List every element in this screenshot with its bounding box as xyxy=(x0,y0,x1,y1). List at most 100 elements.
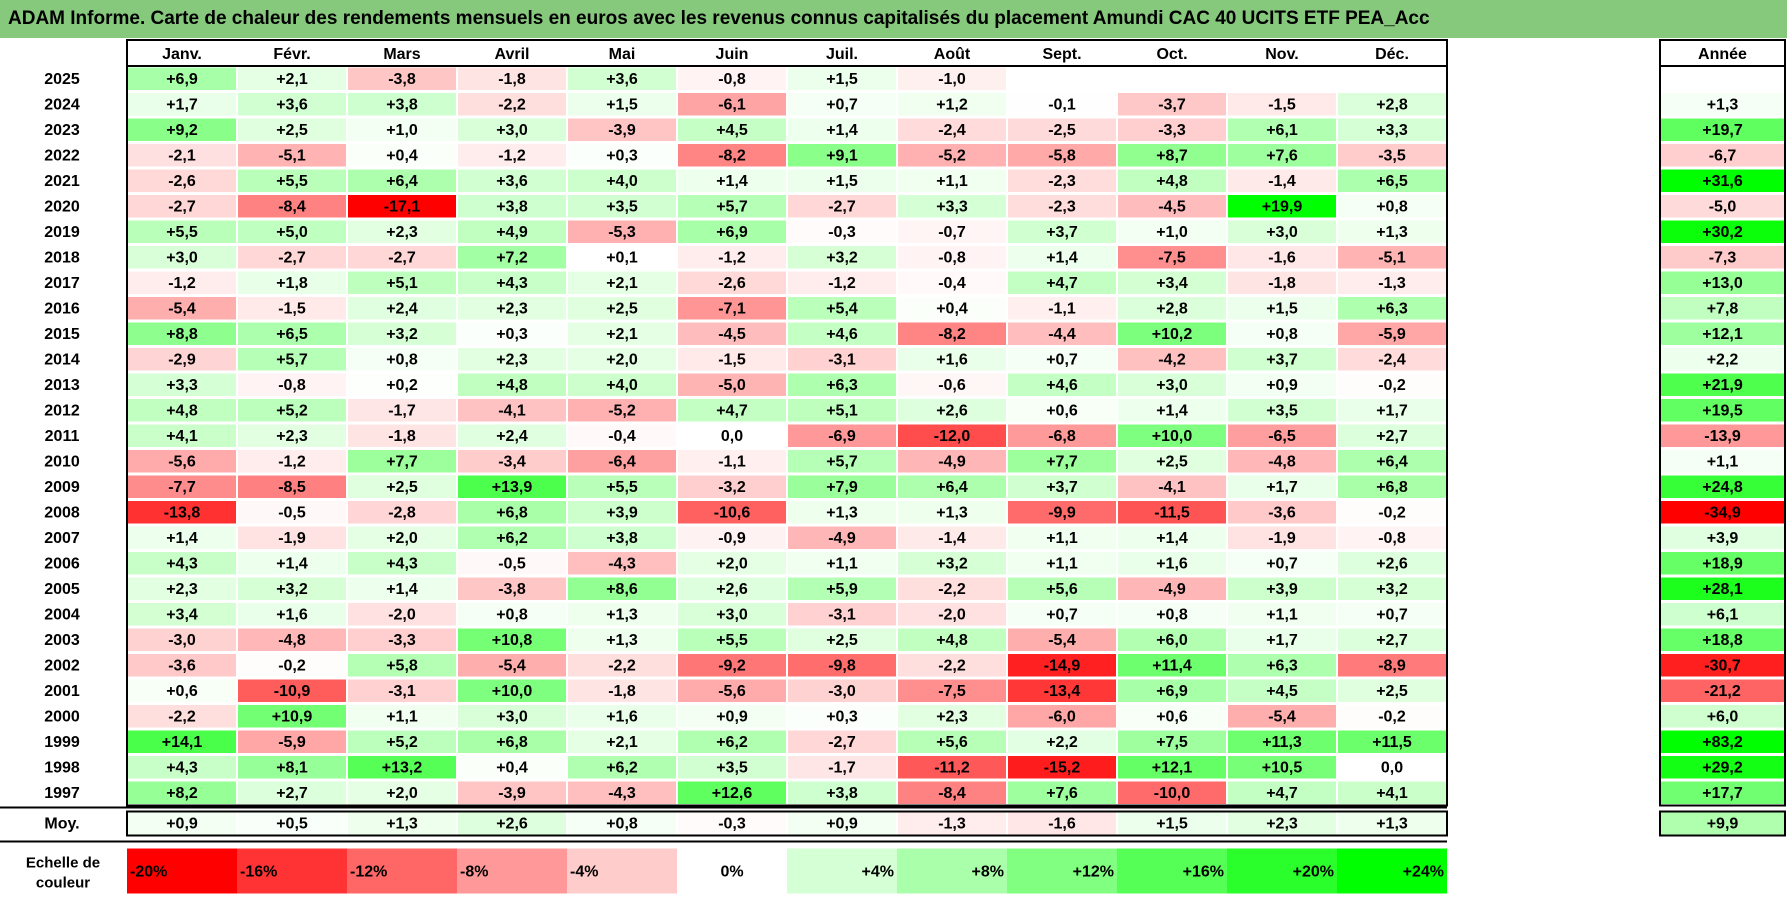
scale-label-line2: couleur xyxy=(36,875,90,892)
heatmap-cell xyxy=(1228,297,1336,320)
heatmap-cell xyxy=(1338,195,1446,218)
cell-value: -7,5 xyxy=(938,683,966,700)
heatmap-cell xyxy=(1338,730,1446,753)
cell-value: +1,4 xyxy=(166,530,198,547)
heatmap-cell xyxy=(1118,424,1226,447)
heatmap-cell xyxy=(568,322,676,345)
heatmap-cell xyxy=(1118,67,1226,90)
cell-value: +3,4 xyxy=(166,607,198,624)
cell-value: -1,8 xyxy=(498,71,526,88)
heatmap-cell xyxy=(1008,577,1116,600)
cell-value: -2,7 xyxy=(388,250,416,267)
heatmap-cell xyxy=(1228,603,1336,626)
cell-value: +1,1 xyxy=(936,173,968,190)
year-label: 2024 xyxy=(44,97,80,114)
cell-value: +3,2 xyxy=(386,326,418,343)
heatmap-cell xyxy=(128,781,236,804)
heatmap-cell xyxy=(348,730,456,753)
cell-value: +3,3 xyxy=(166,377,198,394)
annual-cell xyxy=(1661,705,1784,728)
annual-cell xyxy=(1661,118,1784,141)
heatmap-cell xyxy=(128,450,236,473)
heatmap-cell xyxy=(1338,450,1446,473)
cell-value: -3,3 xyxy=(1158,122,1186,139)
scale-swatch xyxy=(897,848,1007,894)
cell-value: +3,7 xyxy=(1046,224,1078,241)
cell-value: +0,6 xyxy=(1156,709,1188,726)
heatmap-cell xyxy=(898,603,1006,626)
cell-value: +2,3 xyxy=(166,581,198,598)
cell-value: +3,0 xyxy=(1266,224,1298,241)
cell-value: +5,9 xyxy=(826,581,858,598)
cell-value: +2,4 xyxy=(386,301,418,318)
grid-frame xyxy=(126,65,1448,807)
heatmap-cell xyxy=(678,348,786,371)
scale-label: +8% xyxy=(972,864,1004,881)
year-label: 2000 xyxy=(44,709,80,726)
average-frame xyxy=(126,810,1448,837)
heatmap-cell xyxy=(898,424,1006,447)
cell-value: -1,8 xyxy=(388,428,416,445)
cell-value: +5,5 xyxy=(606,479,638,496)
heatmap-cell xyxy=(458,756,566,779)
heatmap-cell xyxy=(238,93,346,116)
cell-value: +2,5 xyxy=(606,301,638,318)
heatmap-cell xyxy=(458,552,566,575)
heatmap-cell xyxy=(1228,679,1336,702)
heatmap-cell xyxy=(1228,169,1336,192)
heatmap-cell xyxy=(128,118,236,141)
heatmap-cell xyxy=(898,577,1006,600)
heatmap-cell xyxy=(348,144,456,167)
cell-value: -5,8 xyxy=(1048,148,1076,165)
heatmap-cell xyxy=(788,552,896,575)
heatmap-cell xyxy=(1228,93,1336,116)
year-header: Année xyxy=(1698,46,1747,63)
heatmap-cell xyxy=(348,526,456,549)
heatmap-cell xyxy=(238,450,346,473)
heatmap-cell xyxy=(1228,552,1336,575)
cell-value: +3,0 xyxy=(496,122,528,139)
cell-value: -0,8 xyxy=(718,71,746,88)
annual-value: -34,9 xyxy=(1704,505,1741,522)
heatmap-cell xyxy=(568,628,676,651)
cell-value: -3,5 xyxy=(1378,148,1406,165)
cell-value: +1,1 xyxy=(1046,556,1078,573)
cell-value: +1,0 xyxy=(1156,224,1188,241)
cell-value: -6,0 xyxy=(1048,709,1076,726)
cell-value: +6,8 xyxy=(1376,479,1408,496)
cell-value: -0,2 xyxy=(1378,377,1406,394)
heatmap-cell xyxy=(1228,450,1336,473)
cell-value: -8,5 xyxy=(278,479,306,496)
cell-value: +5,7 xyxy=(826,454,858,471)
average-value: +0,9 xyxy=(826,816,858,833)
heatmap-cell xyxy=(678,220,786,243)
cell-value: +8,7 xyxy=(1156,148,1188,165)
heatmap-cell xyxy=(1118,373,1226,396)
heatmap-cell xyxy=(1008,475,1116,498)
cell-value: -1,2 xyxy=(718,250,746,267)
heatmap-cell xyxy=(1008,730,1116,753)
heatmap-cell xyxy=(128,144,236,167)
heatmap-cell xyxy=(238,144,346,167)
year-label: 2014 xyxy=(44,352,80,369)
heatmap-cell xyxy=(238,322,346,345)
cell-value: -12,0 xyxy=(934,428,971,445)
annual-value: -5,0 xyxy=(1709,199,1737,216)
heatmap-cell xyxy=(458,373,566,396)
heatmap-cell xyxy=(898,220,1006,243)
year-label: 2003 xyxy=(44,632,80,649)
cell-value: +11,5 xyxy=(1372,734,1412,751)
cell-value: +2,8 xyxy=(1376,97,1408,114)
cell-value: -5,4 xyxy=(1048,632,1076,649)
heatmap-cell xyxy=(1338,399,1446,422)
heatmap-cell xyxy=(238,501,346,524)
annual-cell xyxy=(1661,679,1784,702)
heatmap-cell xyxy=(568,552,676,575)
heatmap-cell xyxy=(238,118,346,141)
cell-value: +11,4 xyxy=(1152,658,1192,675)
cell-value: -3,8 xyxy=(388,71,416,88)
cell-value: +11,3 xyxy=(1262,734,1302,751)
heatmap-cell xyxy=(568,577,676,600)
cell-value: -0,4 xyxy=(608,428,636,445)
cell-value: -3,8 xyxy=(498,581,526,598)
